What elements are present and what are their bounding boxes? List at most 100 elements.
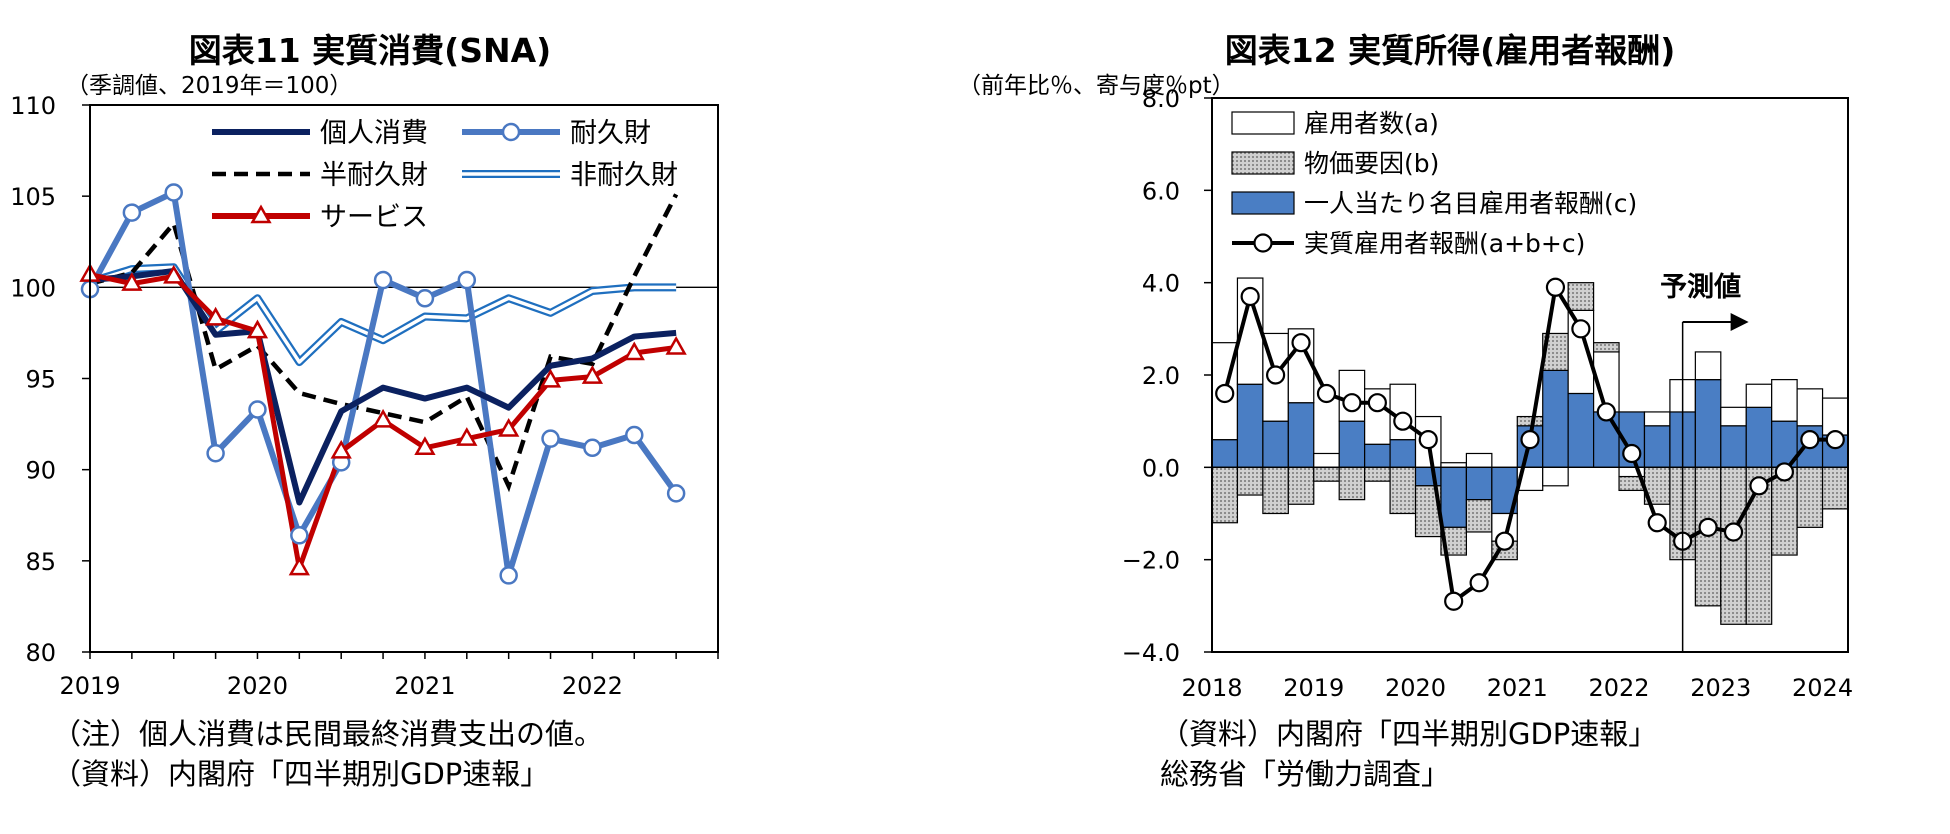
x-tick-label: 2022 [562, 672, 623, 700]
durable-point [457, 270, 477, 290]
y-tick-label: 0.0 [1142, 454, 1180, 482]
bar-per-capita [1567, 392, 1595, 468]
real-compensation-point [1367, 393, 1387, 413]
durable-point [625, 425, 644, 445]
x-tick-label: 2018 [1181, 674, 1242, 702]
bar-per-capita [1542, 369, 1569, 468]
forecast-arrow-head [1730, 313, 1749, 331]
chart2-subtitle: （前年比％、寄与度％pt） [958, 73, 1235, 99]
chart2-source: （資料）内閣府「四半期別GDP速報」 [1160, 717, 1658, 751]
bar-per-capita [1440, 466, 1467, 528]
bar-per-capita [1720, 425, 1747, 468]
legend-swatch [1231, 111, 1295, 135]
real-compensation-point [1723, 522, 1744, 542]
durable-point [122, 203, 142, 222]
y-tick-label: 8.0 [1142, 85, 1180, 113]
x-tick-label: 2019 [1283, 674, 1344, 702]
y-tick-label: 2.0 [1142, 362, 1180, 390]
real-compensation-point [1622, 443, 1642, 464]
bar-employment [1771, 379, 1798, 422]
y-tick-label: 110 [10, 92, 56, 120]
bar-per-capita [1465, 466, 1493, 501]
bar-price-factor [1516, 415, 1544, 427]
services-point [498, 418, 520, 437]
bar-per-capita [1414, 466, 1442, 487]
y-tick-label: −2.0 [1122, 547, 1180, 575]
services-point [539, 368, 562, 388]
bar-employment [1745, 383, 1773, 408]
bar-employment [1796, 388, 1824, 427]
durable-point [541, 429, 560, 448]
bar-per-capita [1338, 420, 1366, 468]
bar-per-capita [1694, 379, 1722, 468]
services-point [288, 556, 310, 576]
services-point [665, 335, 687, 355]
bar-employment [1542, 466, 1569, 487]
y-tick-label: 105 [10, 183, 56, 211]
durable-point [373, 270, 393, 290]
real-compensation-point [1494, 531, 1515, 551]
services-point [372, 408, 394, 428]
legend-marker [1253, 233, 1273, 253]
durable-point [666, 484, 686, 503]
x-tick-label: 2019 [59, 672, 120, 700]
bar-price-factor [1262, 466, 1289, 515]
bar-per-capita [1389, 439, 1417, 468]
bar-per-capita [1211, 439, 1239, 468]
real-compensation-point [1393, 411, 1413, 431]
bar-employment [1694, 351, 1722, 381]
real-compensation-point [1800, 430, 1820, 450]
chart1-subtitle: （季調値、2019年＝100） [66, 73, 353, 99]
real-compensation-point [1596, 402, 1616, 422]
real-compensation-point [1749, 476, 1769, 496]
y-tick-label: −4.0 [1122, 639, 1180, 667]
bar-per-capita [1643, 425, 1671, 468]
x-tick-label: 2020 [227, 672, 288, 700]
x-tick-label: 2021 [1487, 674, 1548, 702]
real-compensation-point [1545, 277, 1566, 297]
services-point [204, 306, 227, 326]
bar-price-factor [1364, 466, 1391, 482]
chart1-title: 図表11 実質消費(SNA) [188, 31, 552, 70]
real-compensation-point [1342, 393, 1362, 413]
legend-label: 非耐久財 [570, 160, 678, 191]
y-tick-label: 85 [25, 548, 56, 576]
legend-swatch [1231, 151, 1295, 175]
real-compensation-point [1825, 430, 1845, 450]
real-compensation-point [1647, 513, 1667, 533]
plot-frame [89, 104, 719, 653]
real-compensation-point [1316, 383, 1337, 404]
legend-label: 物価要因(b) [1304, 149, 1439, 178]
y-tick-label: 90 [25, 457, 56, 485]
bar-per-capita [1262, 420, 1289, 468]
durable-point [290, 526, 309, 545]
x-tick-label: 2022 [1589, 674, 1650, 702]
bar-price-factor [1338, 466, 1366, 501]
legend-marker [250, 204, 272, 224]
bar-price-factor [1592, 342, 1620, 353]
x-tick-label: 2020 [1385, 674, 1446, 702]
bar-employment [1720, 406, 1747, 427]
legend-label: 個人消費 [320, 118, 428, 149]
real-compensation-point [1469, 573, 1489, 593]
services-point [330, 439, 352, 459]
x-tick-label: 2023 [1690, 674, 1751, 702]
durable-point [164, 183, 183, 202]
real-compensation-point [1240, 286, 1260, 307]
legend-swatch [1231, 191, 1295, 215]
legend-label: 実質雇用者報酬(a+b+c) [1304, 229, 1585, 258]
legend-label: サービス [320, 202, 428, 233]
bar-price-factor [1236, 466, 1264, 496]
bar-price-factor [1720, 466, 1747, 625]
durable-point [583, 438, 602, 458]
services-point [246, 319, 269, 339]
legend-label: 半耐久財 [320, 160, 428, 191]
bar-price-factor [1389, 466, 1417, 515]
services-point [414, 436, 436, 456]
plot-frame [1211, 97, 1849, 653]
legend-label: 耐久財 [570, 118, 651, 149]
bar-price-factor [1567, 282, 1595, 311]
y-tick-label: 80 [25, 639, 56, 667]
real-compensation-point [1571, 319, 1591, 339]
